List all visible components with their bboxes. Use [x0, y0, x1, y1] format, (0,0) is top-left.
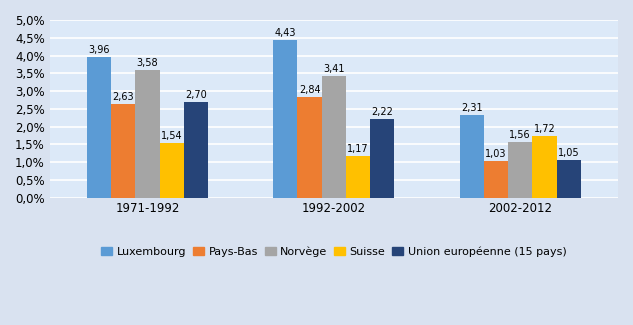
- Bar: [298, 97, 322, 198]
- Text: 2,31: 2,31: [461, 103, 482, 113]
- Text: 2,70: 2,70: [185, 89, 207, 99]
- Bar: [160, 143, 184, 198]
- Text: 1,03: 1,03: [485, 149, 506, 159]
- Bar: [532, 136, 556, 198]
- Bar: [135, 71, 160, 198]
- Bar: [370, 119, 394, 198]
- Text: 4,43: 4,43: [275, 28, 296, 38]
- Text: 1,17: 1,17: [348, 144, 369, 154]
- Text: 3,41: 3,41: [323, 64, 344, 74]
- Bar: [556, 160, 580, 198]
- Text: 1,56: 1,56: [510, 130, 531, 140]
- Text: 3,96: 3,96: [88, 45, 110, 55]
- Bar: [322, 76, 346, 198]
- Bar: [508, 142, 532, 198]
- Bar: [184, 102, 208, 198]
- Bar: [460, 115, 484, 198]
- Bar: [484, 161, 508, 198]
- Text: 2,22: 2,22: [372, 107, 393, 117]
- Bar: [346, 156, 370, 198]
- Text: 1,05: 1,05: [558, 148, 579, 158]
- Bar: [273, 40, 298, 198]
- Legend: Luxembourg, Pays-Bas, Norvège, Suisse, Union européenne (15 pays): Luxembourg, Pays-Bas, Norvège, Suisse, U…: [97, 242, 571, 262]
- Text: 1,54: 1,54: [161, 131, 182, 141]
- Bar: [111, 104, 135, 198]
- Bar: [87, 57, 111, 198]
- Text: 1,72: 1,72: [534, 124, 555, 134]
- Text: 3,58: 3,58: [137, 58, 158, 68]
- Text: 2,63: 2,63: [113, 92, 134, 102]
- Text: 2,84: 2,84: [299, 84, 320, 95]
